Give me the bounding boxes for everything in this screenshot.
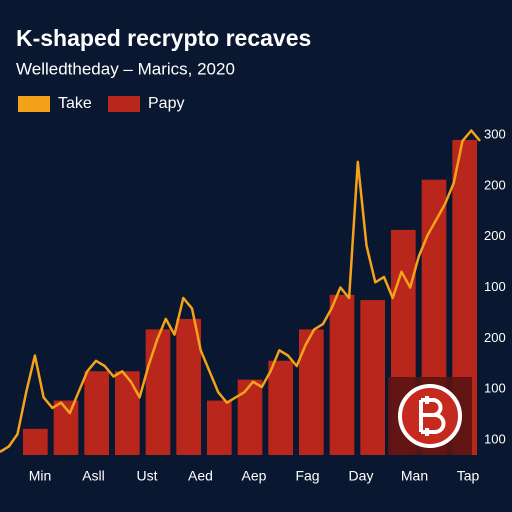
bar (237, 379, 263, 455)
legend-swatch (18, 96, 50, 112)
y-tick-label: 100 (484, 381, 506, 396)
bar (299, 329, 324, 455)
x-tick-label: Fag (295, 468, 319, 484)
bar (145, 329, 171, 455)
x-tick-label: Day (349, 468, 374, 484)
y-tick-label: 100 (484, 279, 506, 294)
legend-swatch (108, 96, 140, 112)
line (0, 129, 481, 453)
x-tick-label: Min (29, 468, 52, 484)
x-tick-label: Tap (457, 468, 480, 484)
y-tick-label: 200 (484, 330, 506, 345)
y-tick-label: 300 (484, 126, 506, 141)
x-tick-label: Aep (242, 468, 267, 484)
bar (115, 371, 140, 455)
bar (176, 318, 201, 455)
x-tick-label: Aed (188, 468, 213, 484)
x-tick-label: Ust (137, 468, 158, 484)
bar (329, 294, 355, 455)
bar (23, 428, 48, 455)
y-tick-label: 200 (484, 177, 506, 192)
x-tick-label: Asll (82, 468, 105, 484)
y-tick-label: 100 (484, 431, 506, 446)
bitcoin-icon (388, 377, 472, 455)
legend-label: Take (58, 95, 92, 112)
x-tick-label: Man (401, 468, 428, 484)
chart-title: K-shaped recrypto recaves (16, 25, 311, 51)
bar (268, 360, 293, 455)
bar (360, 300, 385, 455)
bar (84, 371, 109, 455)
chart-subtitle: Welledtheday – Marics, 2020 (16, 59, 235, 78)
icon-glyph (419, 396, 446, 436)
y-tick-label: 200 (484, 228, 506, 243)
bar (207, 400, 232, 455)
legend-label: Papy (148, 95, 184, 112)
